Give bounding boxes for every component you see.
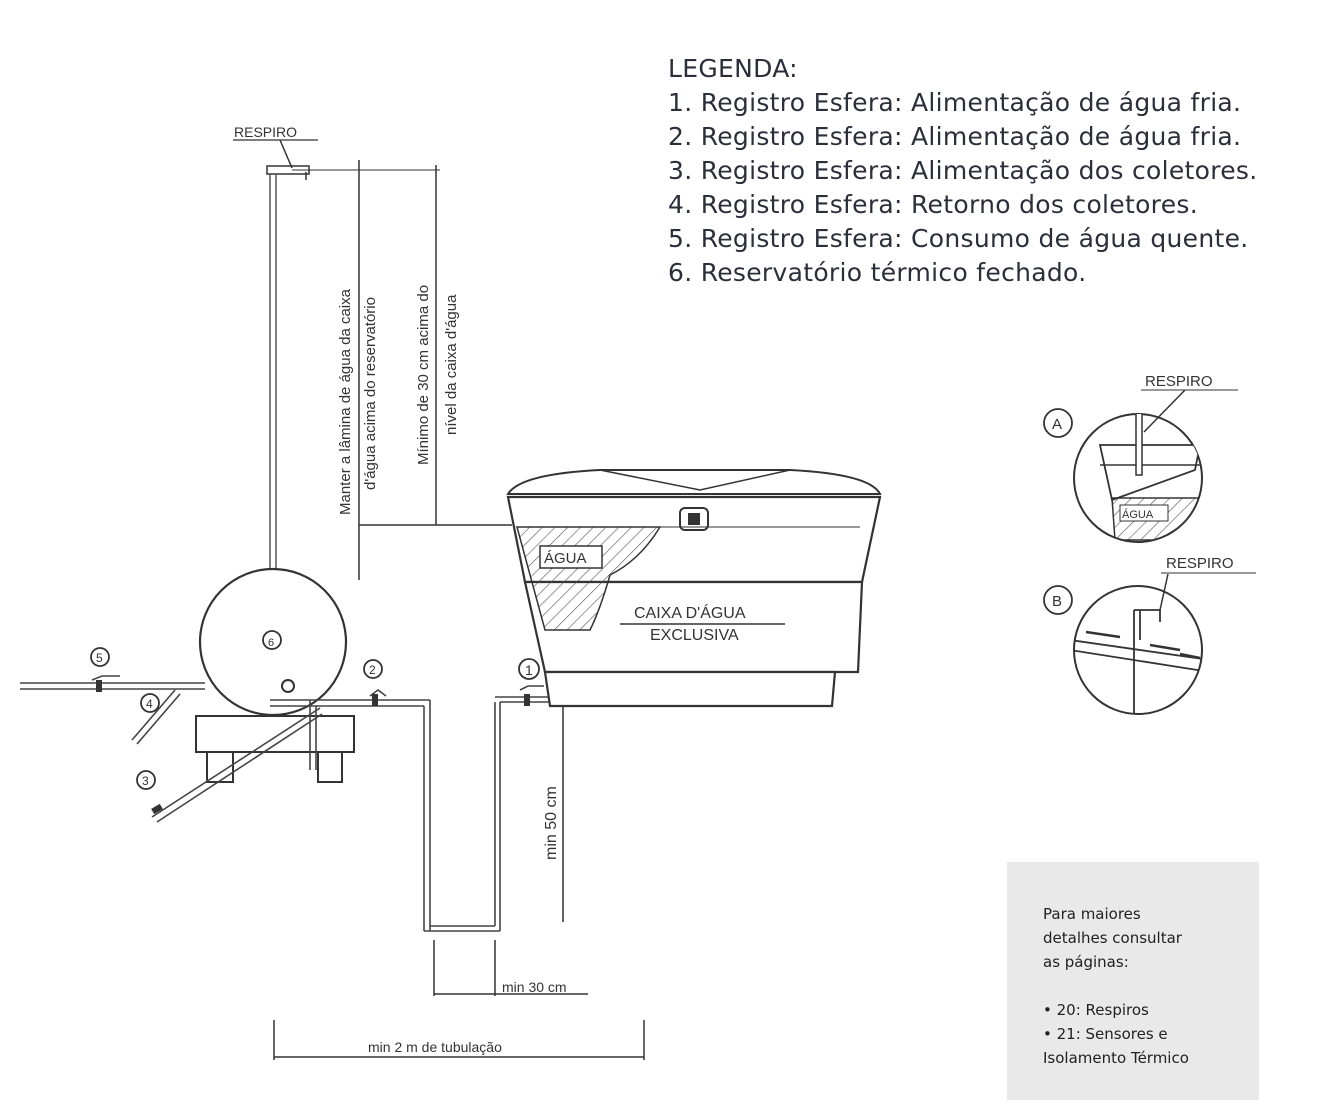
note-line: as páginas: bbox=[1043, 953, 1129, 971]
note-line: • 21: Sensores e bbox=[1043, 1025, 1168, 1043]
dim-30cm-line1: Mínimo de 30 cm acima do bbox=[415, 285, 432, 465]
legend-item-3: 3. Registro Esfera: Alimentação dos cole… bbox=[668, 156, 1258, 185]
bottom-dimensions bbox=[273, 706, 645, 1060]
respiro-label-a: RESPIRO bbox=[1145, 373, 1213, 390]
legend-title: LEGENDA: bbox=[668, 54, 798, 83]
detail-a-marker: A bbox=[1052, 416, 1062, 433]
legend-item-6: 6. Reservatório térmico fechado. bbox=[668, 258, 1087, 287]
agua-label-a: ÁGUA bbox=[1122, 508, 1154, 521]
legend: LEGENDA: 1. Registro Esfera: Alimentação… bbox=[668, 52, 1258, 290]
reference-note-box: Para maiores detalhes consultar as págin… bbox=[1007, 862, 1259, 1100]
water-tank bbox=[506, 469, 882, 708]
dim-30cm-line2: nível da caixa d'água bbox=[443, 294, 460, 435]
caixa-label-line2: EXCLUSIVA bbox=[650, 627, 739, 644]
dim-lamina-line2: d'água acima do reservatório bbox=[362, 297, 379, 490]
min-30cm-label: min 30 cm bbox=[502, 979, 567, 995]
detail-b bbox=[1043, 572, 1256, 715]
respiro-label-main: RESPIRO bbox=[234, 124, 297, 140]
dimension-lines bbox=[292, 160, 512, 580]
marker-5: 5 bbox=[96, 651, 103, 665]
note-line: • 20: Respiros bbox=[1043, 1001, 1149, 1019]
legend-item-1: 1. Registro Esfera: Alimentação de água … bbox=[668, 88, 1242, 117]
marker-4: 4 bbox=[146, 697, 153, 711]
detail-b-marker: B bbox=[1052, 593, 1062, 610]
agua-label: ÁGUA bbox=[544, 550, 587, 567]
note-line: detalhes consultar bbox=[1043, 929, 1182, 947]
marker-1: 1 bbox=[525, 662, 533, 678]
thermal-reservoir bbox=[195, 567, 355, 783]
caixa-label-line1: CAIXA D'ÁGUA bbox=[634, 603, 746, 622]
respiro-pipe bbox=[233, 139, 318, 572]
note-line: Para maiores bbox=[1043, 905, 1141, 923]
dim-lamina-line1: Manter a lâmina de água da caixa bbox=[337, 288, 354, 515]
reservoir-pipes bbox=[20, 675, 640, 932]
marker-6: 6 bbox=[268, 637, 274, 649]
note-spacer bbox=[1043, 974, 1189, 998]
respiro-label-b: RESPIRO bbox=[1166, 555, 1234, 572]
note-line: Isolamento Térmico bbox=[1043, 1049, 1189, 1067]
legend-item-4: 4. Registro Esfera: Retorno dos coletore… bbox=[668, 190, 1198, 219]
reference-note-text: Para maiores detalhes consultar as págin… bbox=[1043, 902, 1189, 1070]
valve-markers bbox=[90, 647, 540, 790]
legend-item-2: 2. Registro Esfera: Alimentação de água … bbox=[668, 122, 1242, 151]
marker-2: 2 bbox=[369, 663, 376, 677]
min-50cm-label: min 50 cm bbox=[543, 786, 560, 860]
min-2m-label: min 2 m de tubulação bbox=[368, 1039, 502, 1055]
marker-3: 3 bbox=[142, 774, 149, 788]
legend-item-5: 5. Registro Esfera: Consumo de água quen… bbox=[668, 224, 1249, 253]
